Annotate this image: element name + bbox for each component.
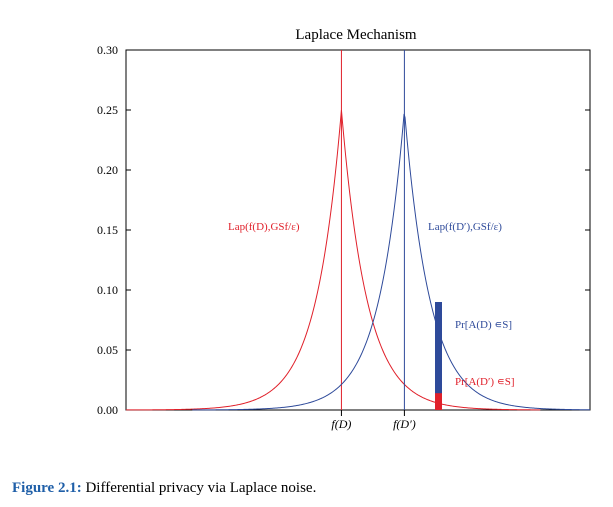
series-label-1: Lap(f(D′),GSf/ε) xyxy=(428,221,502,233)
y-tick-label: 0.00 xyxy=(97,403,118,417)
bar-label-d: Pr[A(D) ∊S] xyxy=(455,319,512,331)
y-tick-label: 0.20 xyxy=(97,163,118,177)
series-line-1 xyxy=(192,113,591,411)
x-tick-label-1: f(D′) xyxy=(393,417,416,431)
plot-area: 0.00 0.05 0.10 0.15 0.20 0.25 0.30 Lap(f(D),GSf… xyxy=(97,43,591,431)
x-tick-label-0: f(D) xyxy=(331,417,351,431)
y-tick-label: 0.10 xyxy=(97,283,118,297)
series-label-0: Lap(f(D),GSf/ε) xyxy=(228,221,300,233)
caption-text: Differential privacy via Laplace noise. xyxy=(85,480,317,496)
y-tick-label: 0.25 xyxy=(97,103,118,117)
plot-frame xyxy=(125,49,591,411)
figure-caption: Figure 2.1: Differential privacy via Lap… xyxy=(12,480,316,497)
laplace-chart: Laplace Mechanism 0.000.050.100.150.200.… xyxy=(97,27,591,431)
y-tick-label: 0.15 xyxy=(97,223,118,237)
caption-label: Figure 2.1: xyxy=(12,480,82,496)
chart-title: Laplace Mechanism xyxy=(295,27,417,43)
y-tick-label: 0.30 xyxy=(97,43,118,57)
prob-bar-d xyxy=(435,302,442,410)
prob-bar-d-prime xyxy=(435,393,442,410)
bar-label-d-prime: Pr[A(D′) ∊S] xyxy=(455,376,515,388)
series-line-0 xyxy=(126,109,541,411)
y-tick-label: 0.05 xyxy=(97,343,118,357)
